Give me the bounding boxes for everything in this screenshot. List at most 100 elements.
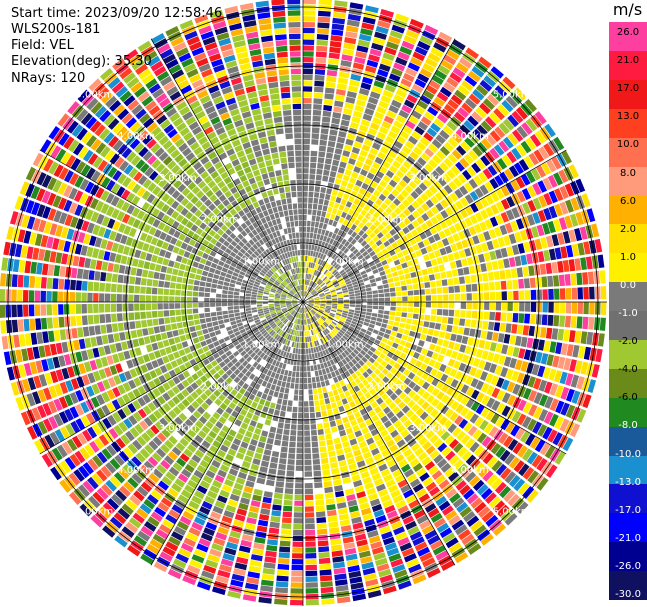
ppi-gate: [599, 317, 606, 331]
ppi-gate: [320, 304, 326, 307]
ppi-gate: [388, 282, 395, 288]
ppi-gate: [364, 333, 371, 340]
ppi-gate: [15, 396, 25, 411]
ppi-gate: [213, 389, 221, 398]
ppi-gate: [414, 78, 427, 89]
ppi-gate: [393, 207, 402, 215]
ppi-gate: [175, 296, 181, 302]
ppi-gate: [435, 401, 445, 411]
ppi-gate: [306, 293, 310, 298]
ppi-gate: [335, 584, 349, 592]
ppi-gate: [350, 323, 356, 328]
ppi-gate: [34, 233, 43, 247]
ppi-gate: [17, 274, 24, 288]
ppi-gate: [155, 333, 162, 342]
ppi-gate: [356, 416, 364, 424]
ppi-gate: [333, 479, 342, 486]
ppi-gate: [348, 85, 359, 93]
ppi-gate: [323, 481, 333, 488]
ppi-gate: [171, 323, 178, 330]
ppi-gate: [268, 377, 274, 384]
ppi-gate: [392, 494, 404, 504]
ppi-gate: [325, 319, 331, 324]
ppi-gate: [249, 420, 257, 427]
ppi-gate: [551, 156, 562, 170]
ppi-gate: [341, 211, 347, 219]
ppi-gate: [119, 332, 126, 341]
ppi-gate: [201, 570, 215, 580]
ppi-gate: [304, 307, 307, 313]
ppi-gate: [295, 483, 303, 489]
ppi-gate: [151, 295, 157, 302]
ppi-gate: [239, 328, 246, 334]
ppi-gate: [409, 166, 419, 175]
ppi-gate: [233, 295, 239, 299]
ppi-gate: [412, 536, 425, 547]
ppi-gate: [311, 275, 315, 281]
ppi-gate: [221, 515, 233, 524]
ppi-gate: [372, 290, 378, 294]
ppi-gate: [431, 295, 437, 301]
ppi-gate: [176, 520, 189, 531]
ppi-gate: [420, 247, 428, 255]
ppi-gate: [283, 499, 293, 506]
ppi-gate: [430, 281, 436, 288]
ppi-gate: [513, 162, 524, 175]
ppi-gate: [77, 232, 86, 243]
ppi-gate: [545, 235, 554, 248]
ppi-gate: [269, 364, 275, 371]
ppi-gate: [140, 364, 149, 374]
ppi-gate: [238, 387, 246, 395]
ppi-gate: [294, 488, 303, 495]
ppi-gate: [454, 310, 460, 317]
ppi-gate: [395, 264, 403, 271]
ppi-gate: [23, 290, 29, 302]
ppi-gate: [266, 544, 278, 552]
ppi-gate: [210, 302, 216, 307]
ppi-gate: [87, 426, 98, 439]
ppi-gate: [460, 285, 466, 293]
ppi-gate: [526, 214, 536, 226]
ppi-gate: [241, 460, 251, 469]
ppi-gate: [292, 311, 297, 316]
ppi-gate: [157, 432, 167, 443]
ppi-gate: [390, 306, 396, 311]
ppi-gate: [290, 588, 303, 594]
ppi-gate: [443, 419, 453, 430]
ppi-gate: [296, 330, 299, 337]
ppi-gate: [308, 389, 313, 395]
ppi-gate: [275, 292, 282, 295]
ppi-gate: [214, 329, 222, 336]
ppi-gate: [588, 317, 595, 330]
ppi-gate: [377, 69, 389, 78]
ppi-gate: [363, 138, 373, 147]
ppi-gate: [139, 420, 149, 431]
ppi-gate: [439, 188, 449, 198]
ppi-gate: [248, 318, 254, 323]
ppi-gate: [253, 328, 259, 334]
ppi-gate: [362, 76, 373, 85]
ppi-gate: [421, 327, 429, 334]
ppi-gate: [312, 282, 317, 288]
ppi-gate: [111, 323, 119, 333]
ppi-gate: [355, 51, 368, 59]
ppi-gate: [228, 287, 235, 291]
ppi-gate: [88, 495, 101, 509]
ppi-gate: [30, 332, 38, 345]
ppi-gate: [449, 302, 455, 309]
ppi-gate: [345, 96, 356, 104]
ppi-gate: [218, 361, 226, 368]
ppi-gate: [373, 368, 381, 376]
ppi-gate: [195, 420, 204, 429]
ppi-gate: [332, 240, 338, 246]
ppi-gate: [135, 468, 147, 480]
ppi-gate: [257, 295, 263, 298]
ppi-gate: [296, 453, 303, 460]
ppi-gate: [208, 416, 218, 425]
ppi-gate: [427, 106, 439, 117]
ppi-gate: [269, 321, 275, 326]
ppi-gate: [512, 383, 521, 395]
ppi-gate: [392, 406, 401, 415]
ppi-gate: [400, 280, 407, 286]
ppi-gate: [6, 226, 15, 240]
